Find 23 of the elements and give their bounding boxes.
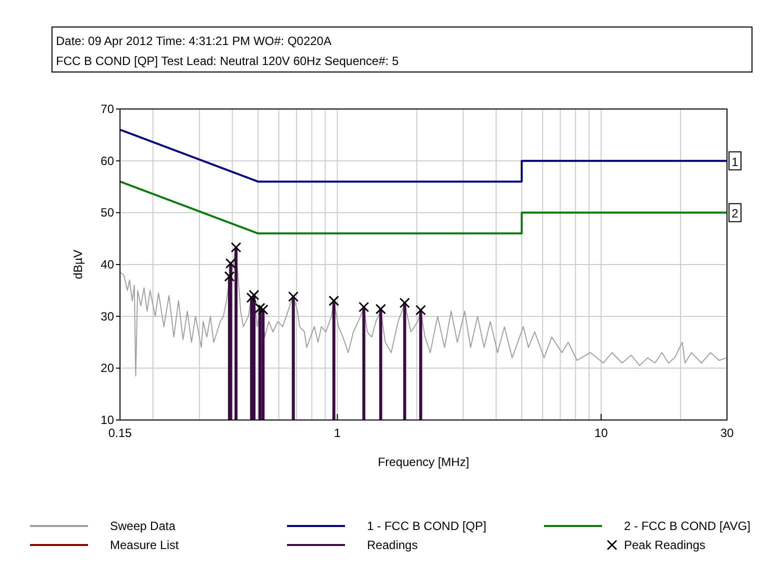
chart-subtitle: FCC B COND [QP] Test Lead: Neutral 120V 60Hz Sequence#: 5 <box>56 54 399 68</box>
y-tick-label: 30 <box>100 309 114 324</box>
x-tick-label: 10 <box>594 426 608 440</box>
chart-title: Date: 09 Apr 2012 Time: 4:31:21 PM WO#: Q0220A <box>56 34 332 48</box>
legend-label: Peak Readings <box>624 538 706 552</box>
y-tick-label: 60 <box>100 154 114 168</box>
x-tick-label: 30 <box>720 426 734 440</box>
y-tick-label: 40 <box>100 258 114 272</box>
legend-label: 2 - FCC B COND [AVG] <box>624 519 750 533</box>
legend-label: Sweep Data <box>110 519 176 533</box>
x-tick-label: 0.15 <box>108 426 132 440</box>
y-tick-label: 70 <box>100 102 114 116</box>
y-tick-label: 10 <box>100 413 114 427</box>
y-axis-title: dBµV <box>71 250 85 280</box>
annotation: 2 <box>732 206 739 221</box>
legend-label: Measure List <box>110 538 180 552</box>
annotation: 1 <box>732 154 739 169</box>
legend-label: Readings <box>367 538 418 552</box>
x-axis-title: Frequency [MHz] <box>378 455 470 469</box>
legend-label: 1 - FCC B COND [QP] <box>367 519 486 533</box>
y-tick-label: 20 <box>100 361 114 376</box>
y-tick-label: 50 <box>100 206 114 220</box>
x-tick-label: 1 <box>334 426 341 440</box>
